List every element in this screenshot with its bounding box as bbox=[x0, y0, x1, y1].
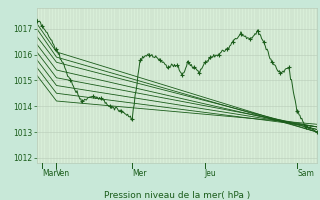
Text: Mer: Mer bbox=[132, 169, 147, 178]
Text: Pression niveau de la mer( hPa ): Pression niveau de la mer( hPa ) bbox=[104, 191, 250, 200]
Text: Sam: Sam bbox=[297, 169, 314, 178]
Text: Ven: Ven bbox=[56, 169, 70, 178]
Text: Mar: Mar bbox=[43, 169, 57, 178]
Text: Jeu: Jeu bbox=[205, 169, 217, 178]
